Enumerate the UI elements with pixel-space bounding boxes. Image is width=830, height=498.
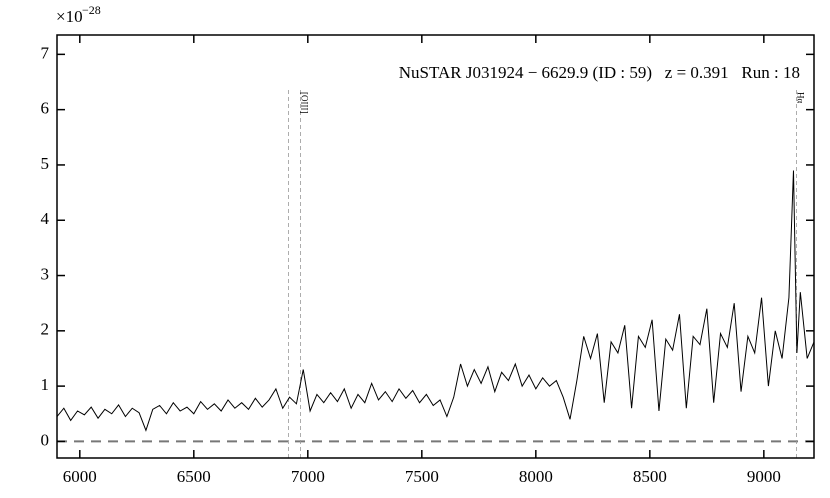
y-scale-exponent: −28 xyxy=(82,3,101,17)
x-tick-label: 6000 xyxy=(63,467,97,486)
x-tick-label: 8500 xyxy=(633,467,667,486)
y-tick-label: 2 xyxy=(41,320,50,339)
reference-label: Hα xyxy=(795,92,805,103)
y-tick-label: 4 xyxy=(41,209,50,228)
x-tick-label: 6500 xyxy=(177,467,211,486)
y-tick-label: 7 xyxy=(41,43,50,62)
y-scale-label: ×10 xyxy=(56,7,83,26)
x-tick-label: 8000 xyxy=(519,467,553,486)
chart-title: NuSTAR J031924 − 6629.9 (ID : 59) z = 0.… xyxy=(399,63,800,82)
y-tick-label: 1 xyxy=(41,375,50,394)
y-tick-label: 6 xyxy=(41,99,50,118)
x-tick-label: 9000 xyxy=(747,467,781,486)
x-tick-label: 7000 xyxy=(291,467,325,486)
reference-label: [OIII] xyxy=(299,92,309,114)
y-tick-label: 3 xyxy=(41,264,50,283)
spectrum-line xyxy=(56,170,815,432)
y-tick-label: 0 xyxy=(41,430,50,449)
y-tick-label: 5 xyxy=(41,154,50,173)
x-tick-label: 7500 xyxy=(405,467,439,486)
plot-frame xyxy=(56,34,815,459)
